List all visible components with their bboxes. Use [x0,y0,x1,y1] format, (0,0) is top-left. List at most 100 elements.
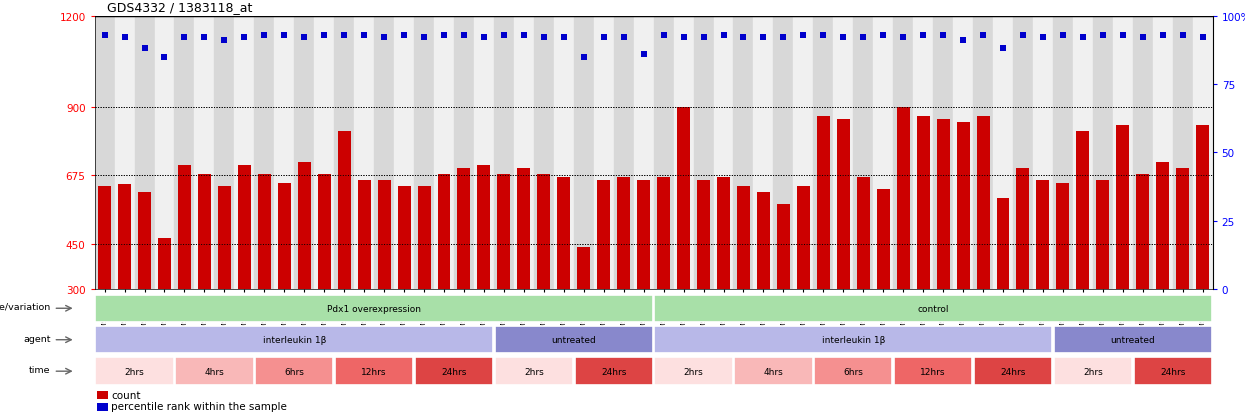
Bar [357,180,371,290]
Point [994,46,1013,52]
Bar [198,174,210,290]
Point [375,35,395,42]
Bar [578,247,590,290]
Bar [1193,17,1213,290]
Bar [976,116,990,290]
Text: 12hrs: 12hrs [361,367,387,376]
Point [514,32,534,39]
Bar [474,17,494,290]
Point [1033,35,1053,42]
Point [274,32,294,39]
Bar [737,186,749,290]
Bar [415,17,435,290]
Text: 24hrs: 24hrs [601,367,626,376]
Bar [713,17,733,290]
Point [574,54,594,61]
Bar [138,192,151,290]
Bar [1157,162,1169,290]
Bar [317,174,331,290]
Bar [618,177,630,290]
Bar [97,392,107,399]
Bar [717,177,730,290]
Bar [893,17,913,290]
Bar [158,238,171,290]
Point [494,32,514,39]
Text: 24hrs: 24hrs [1160,367,1185,376]
Bar [98,186,111,290]
Bar [96,326,493,354]
Bar [1177,168,1189,290]
Bar [538,174,550,290]
Bar [916,116,930,290]
Bar [793,17,813,290]
Bar [558,177,570,290]
Point [115,35,134,42]
Bar [614,17,634,290]
Bar [777,204,789,290]
Bar [654,17,674,290]
Text: interleukin 1β: interleukin 1β [263,335,326,344]
Bar [397,186,411,290]
Point [634,52,654,58]
Bar [1036,180,1050,290]
Point [95,32,115,39]
Text: percentile rank within the sample: percentile rank within the sample [112,401,288,411]
Bar [437,174,451,290]
Bar [936,120,950,290]
Bar [534,17,554,290]
Bar [1133,17,1153,290]
Point [534,35,554,42]
Bar [1077,132,1089,290]
Bar [1153,17,1173,290]
Point [1053,32,1073,39]
Point [733,35,753,42]
Bar [974,17,994,290]
Text: 12hrs: 12hrs [920,367,946,376]
Bar [118,185,131,290]
Text: interleukin 1β: interleukin 1β [822,335,885,344]
Bar [1133,358,1211,385]
Bar [618,177,630,290]
Text: 2hrs: 2hrs [1083,367,1103,376]
Bar [1157,162,1169,290]
Bar [1173,17,1193,290]
Bar [514,17,534,290]
Bar [1097,180,1109,290]
Bar [853,17,873,290]
Bar [258,174,271,290]
Bar [655,326,1052,354]
Bar [278,183,291,290]
Bar [894,358,972,385]
Bar [96,295,652,322]
Bar [254,17,274,290]
Bar [574,358,652,385]
Bar [697,180,710,290]
Bar [1137,174,1149,290]
Point [395,32,415,39]
Bar [518,168,530,290]
Point [254,32,274,39]
Bar [857,177,870,290]
Bar [1053,17,1073,290]
Point [474,35,494,42]
Point [654,32,674,39]
Bar [1036,180,1050,290]
Point [853,35,873,42]
Bar [334,17,354,290]
Bar [753,17,773,290]
Bar [1016,168,1030,290]
Bar [974,358,1052,385]
Point [813,32,833,39]
Bar [238,165,250,290]
Bar [655,358,733,385]
Point [1133,35,1153,42]
Bar [1053,326,1211,354]
Point [674,35,693,42]
Bar [717,177,730,290]
Bar [194,17,214,290]
Text: 6hrs: 6hrs [843,367,863,376]
Bar [773,17,793,290]
Text: 2hrs: 2hrs [524,367,544,376]
Bar [956,123,970,290]
Bar [876,190,890,290]
